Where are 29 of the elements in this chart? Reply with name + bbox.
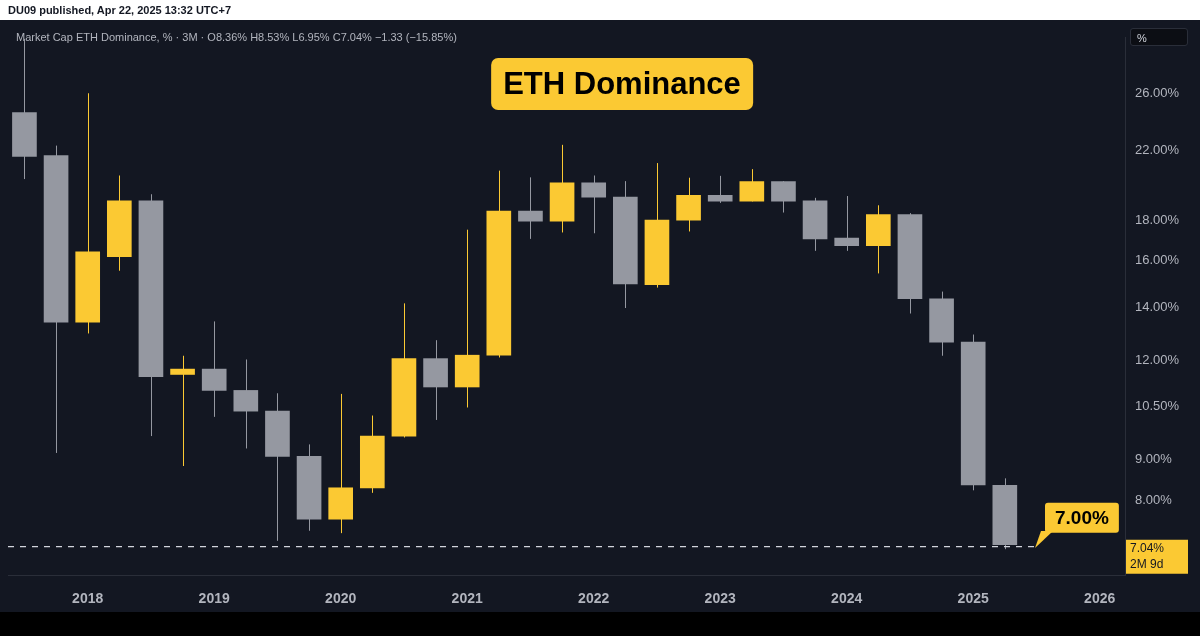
annotation: Market Cap ETH Dominance, % · 3M · O8.36% H8.53% L6.95% C7.04% −1.33 (−15.85%) <box>16 31 457 43</box>
y-tick-label: 8.00% <box>1135 492 1173 508</box>
y-tick-label: 10.50% <box>1135 398 1180 414</box>
y-tick-label: 12.00% <box>1135 351 1180 367</box>
text: 2M 9d <box>1130 557 1164 572</box>
y-tick-label: 22.00% <box>1135 142 1180 158</box>
text: DU09 published, Apr 22, 2025 13:32 UTC+7 <box>0 0 1200 20</box>
y-tick-label: 26.00% <box>1135 84 1180 100</box>
x-tick-label: 2026 <box>1084 590 1116 607</box>
candlestick <box>707 175 733 204</box>
y-tick-label: 9.00% <box>1135 451 1173 467</box>
candlestick <box>170 355 195 467</box>
candlestick <box>834 195 860 252</box>
x-tick-label: 2025 <box>957 590 989 607</box>
x-tick-label: 2023 <box>704 590 736 607</box>
x-tick-label: 2019 <box>198 590 230 607</box>
text: % <box>1130 28 1188 46</box>
y-tick-label: 14.00% <box>1135 298 1180 314</box>
text: 7.04% <box>1130 541 1165 556</box>
y-tick-label: 16.00% <box>1135 252 1180 268</box>
x-tick-label: 2022 <box>578 590 610 607</box>
x-tick-label: 2018 <box>72 590 104 607</box>
candlestick <box>518 176 543 240</box>
x-tick-label: 2020 <box>325 590 357 607</box>
x-tick-label: 2021 <box>451 590 483 607</box>
text: ETH Dominance <box>491 58 753 110</box>
y-tick-label: 18.00% <box>1135 211 1180 227</box>
x-tick-label: 2024 <box>831 590 863 607</box>
ref-line-label: 7.00% <box>1055 506 1109 528</box>
